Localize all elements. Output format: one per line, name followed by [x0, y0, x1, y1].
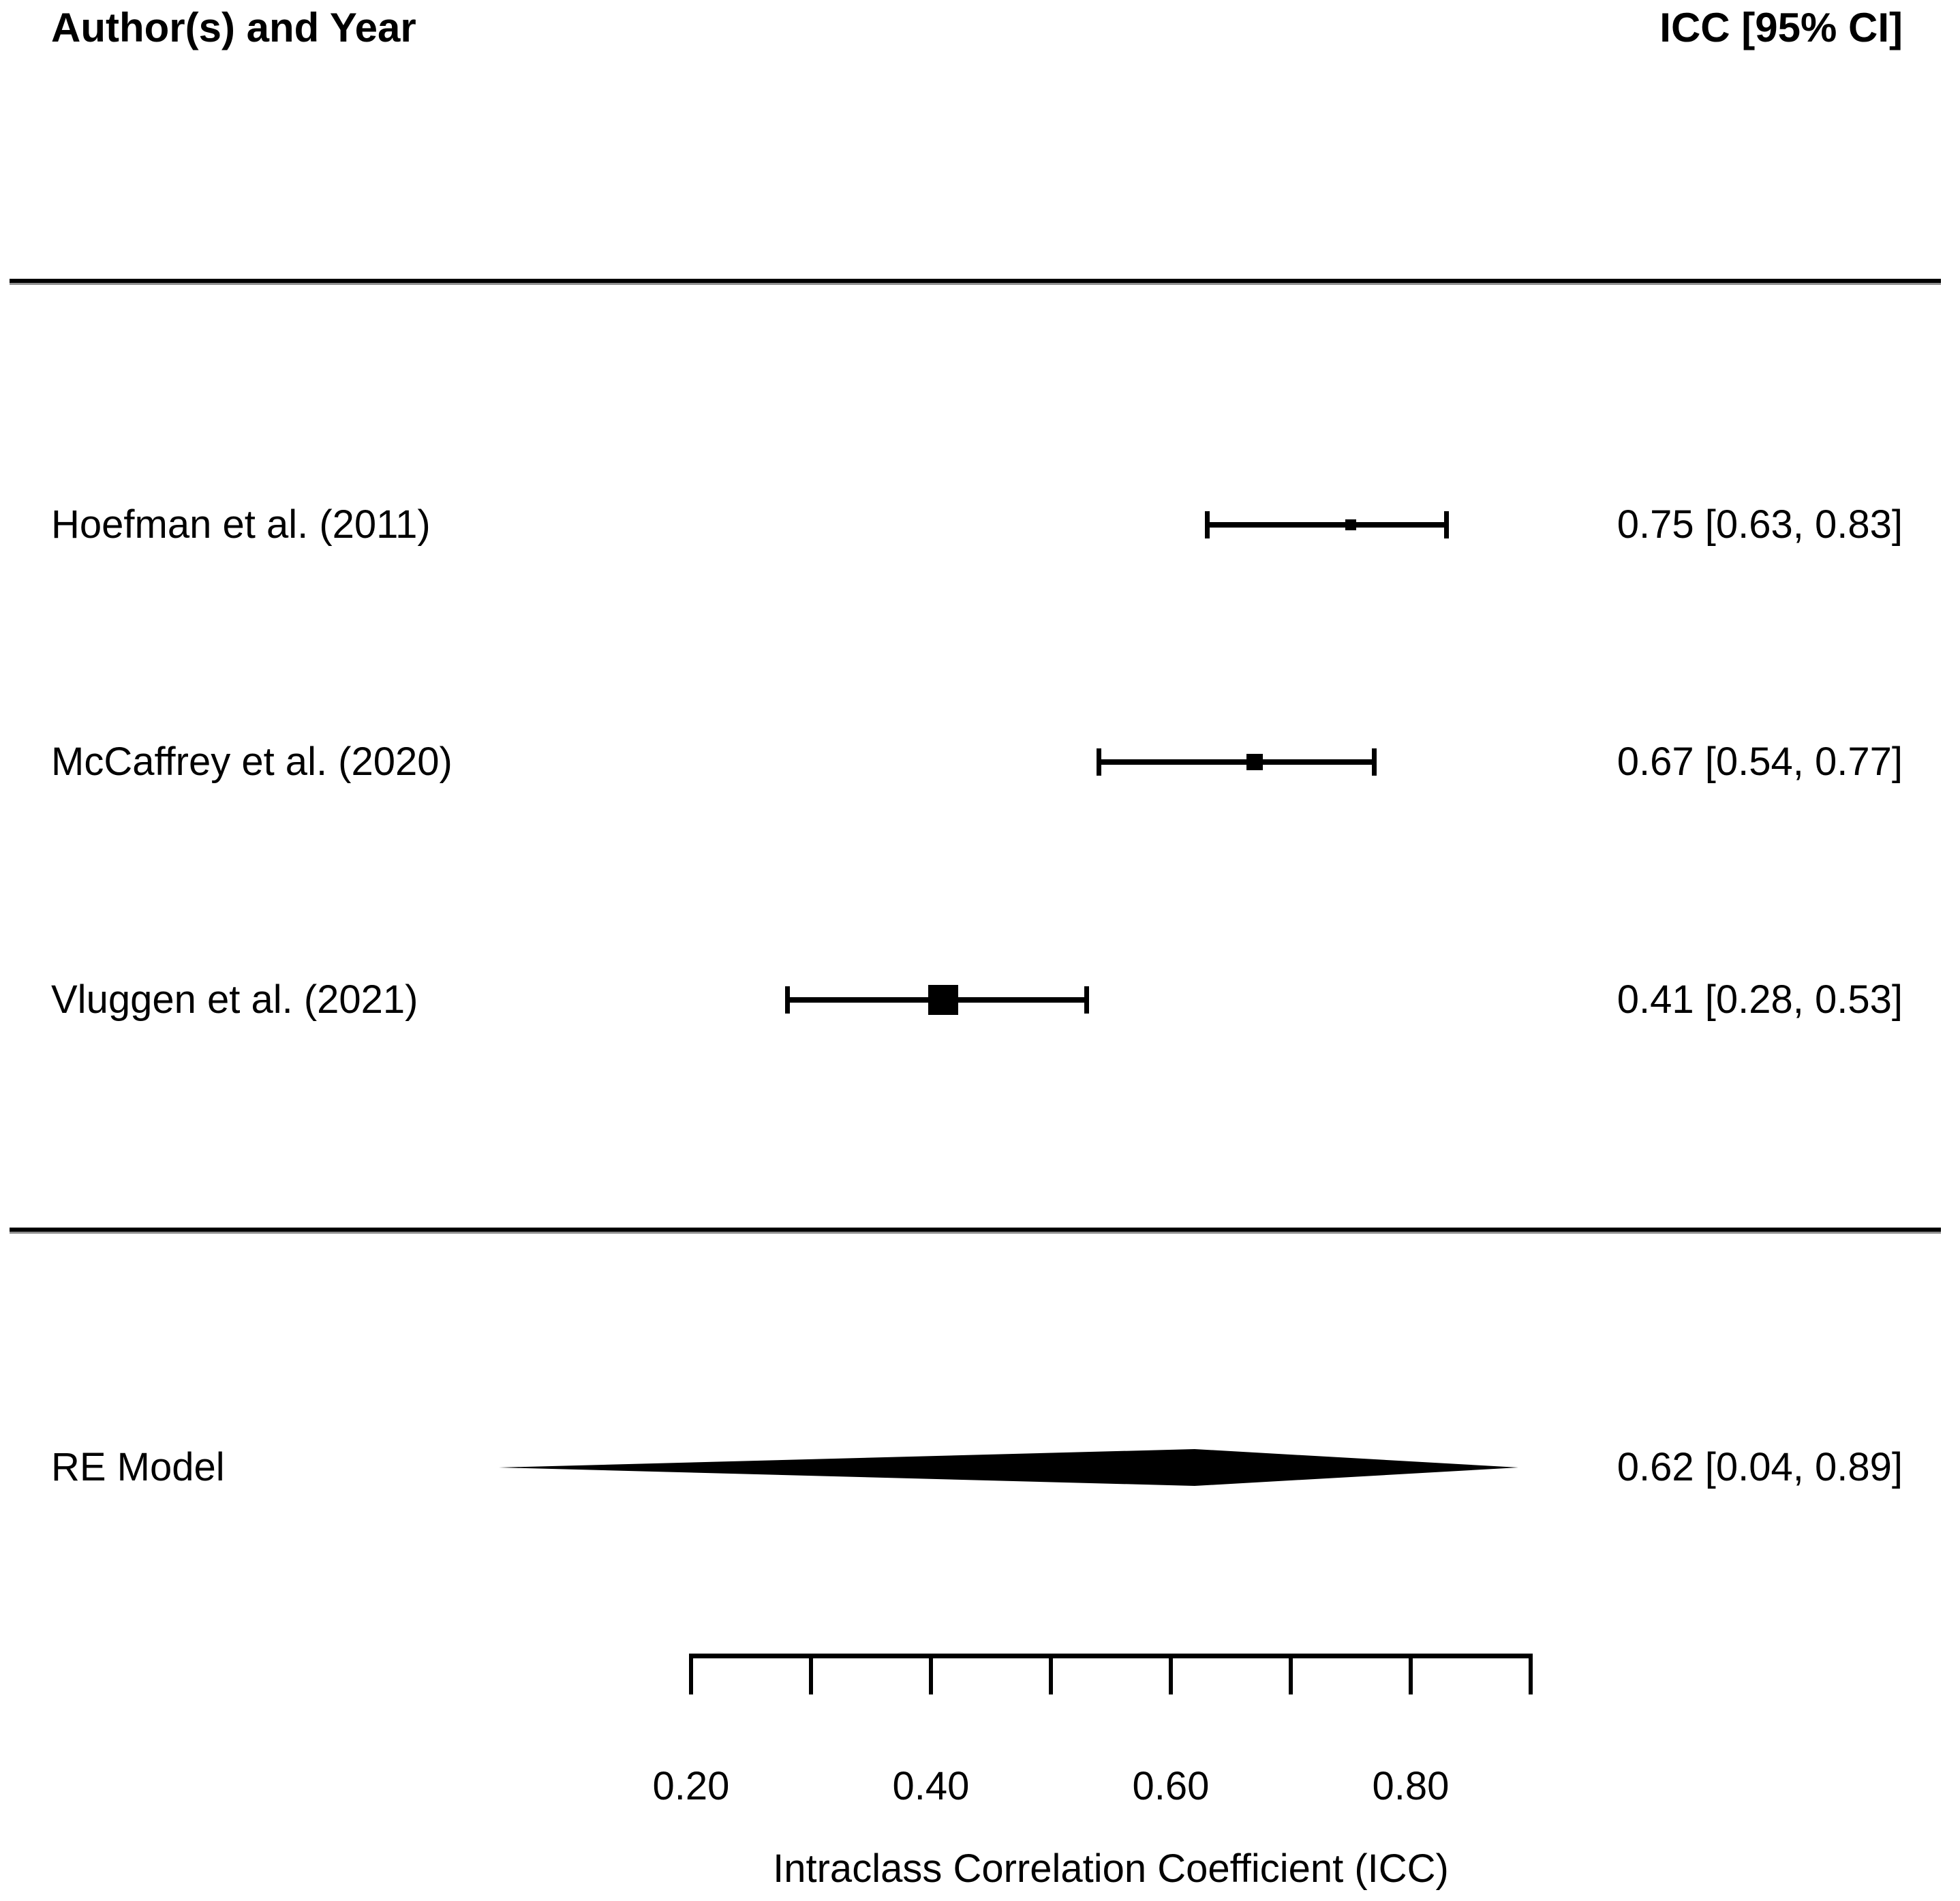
ci-cap-left [1204, 511, 1210, 538]
study-label: McCaffrey et al. (2020) [51, 740, 453, 784]
x-axis-tick [929, 1656, 933, 1694]
summary-estimate-annotation: 0.62 [0.04, 0.89] [1617, 1445, 1903, 1489]
x-axis-tick [689, 1656, 693, 1694]
x-axis-tick-label: 0.80 [1372, 1764, 1450, 1808]
separator-line-top [10, 279, 1941, 285]
study-estimate-annotation: 0.67 [0.54, 0.77] [1617, 740, 1903, 784]
separator-line-bottom [10, 1228, 1941, 1234]
ci-cap-right [1443, 511, 1449, 538]
summary-label: RE Model [51, 1445, 225, 1489]
ci-line [1099, 759, 1375, 765]
x-axis-tick [1409, 1656, 1413, 1694]
study-estimate-annotation: 0.75 [0.63, 0.83] [1617, 502, 1903, 547]
study-label: Hoefman et al. (2011) [51, 502, 431, 547]
study-estimate-annotation: 0.41 [0.28, 0.53] [1617, 977, 1903, 1022]
ci-cap-right [1084, 986, 1089, 1014]
x-axis-tick-label: 0.20 [652, 1764, 730, 1808]
ci-cap-right [1372, 748, 1377, 776]
x-axis-tick [809, 1656, 813, 1694]
x-axis-tick-label: 0.60 [1132, 1764, 1210, 1808]
ci-cap-left [1097, 748, 1102, 776]
column-header-icc: ICC [95% CI] [1659, 5, 1903, 50]
estimate-square [928, 985, 958, 1015]
column-header-authors: Author(s) and Year [51, 5, 416, 50]
x-axis-label: Intraclass Correlation Coefficient (ICC) [773, 1846, 1449, 1891]
summary-diamond [499, 1449, 1519, 1486]
x-axis-line [689, 1654, 1533, 1658]
x-axis-tick [1169, 1656, 1173, 1694]
study-label: Vluggen et al. (2021) [51, 977, 418, 1022]
estimate-square [1345, 519, 1356, 530]
ci-line [1206, 522, 1447, 528]
x-axis-tick [1529, 1656, 1533, 1694]
estimate-square [1246, 754, 1264, 770]
x-axis-tick [1049, 1656, 1053, 1694]
x-axis-tick [1289, 1656, 1293, 1694]
ci-cap-left [784, 986, 790, 1014]
x-axis-tick-label: 0.40 [892, 1764, 970, 1808]
